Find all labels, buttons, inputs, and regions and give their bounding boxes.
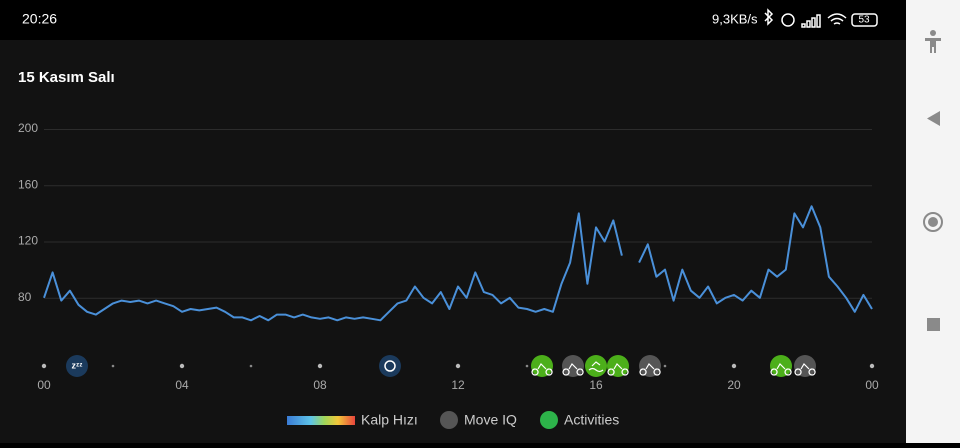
y-tick-label: 80 (18, 290, 32, 304)
legend-swatch (440, 411, 458, 429)
x-tick-label: 16 (589, 378, 603, 392)
plot: 80 120 160 200 00 04 08 12 16 20 00 (18, 121, 879, 392)
alarm-icon (379, 355, 401, 377)
activity-icon (531, 355, 553, 377)
x-tick-label: 12 (451, 378, 465, 392)
sleep-icon (66, 355, 88, 377)
x-tick-dot (731, 363, 737, 369)
x-tick-dot (317, 363, 323, 369)
accessibility-icon[interactable] (925, 38, 941, 53)
clock: 20:26 (22, 11, 57, 27)
status-icons (764, 8, 878, 28)
sleep-symbol: zᶻᶻ (71, 360, 82, 370)
activity-icon (607, 355, 629, 377)
home-dot (928, 217, 938, 227)
net-speed: 9,3KB/s (712, 11, 758, 26)
chart-title: 15 Kasım Salı (18, 69, 115, 86)
move-iq-icon (794, 355, 816, 377)
legend-label: Kalp Hızı (361, 412, 418, 428)
y-tick-label: 200 (18, 121, 38, 135)
x-tick-dot (41, 363, 47, 369)
battery-level: 53 (858, 15, 870, 26)
x-tick-label: 04 (175, 378, 189, 392)
x-tick-dot (869, 363, 875, 369)
activity-icon (585, 355, 607, 377)
recents-button[interactable] (927, 318, 940, 331)
minor-dot (249, 364, 253, 368)
x-tick-label: 20 (727, 378, 741, 392)
x-tick-dot (455, 363, 461, 369)
minor-dot (111, 364, 115, 368)
heart-rate-line (43, 205, 873, 322)
home-button[interactable] (923, 212, 943, 232)
accessibility-button[interactable] (930, 30, 936, 36)
minor-dot (525, 364, 529, 368)
status-bar (0, 0, 906, 40)
legend-swatch (287, 416, 355, 425)
legend-label: Move IQ (464, 412, 517, 428)
move-iq-icon (639, 355, 661, 377)
x-tick-label: 08 (313, 378, 327, 392)
legend-label: Activities (564, 412, 619, 428)
alarm-symbol (384, 360, 396, 372)
event-icons: zᶻᶻ (66, 355, 816, 377)
x-tick-label: 00 (37, 378, 51, 392)
x-tick-label: 00 (865, 378, 879, 392)
activity-icon (770, 355, 792, 377)
back-button[interactable] (927, 111, 940, 126)
x-tick-dot (179, 363, 185, 369)
y-tick-label: 120 (18, 234, 38, 248)
nav-icons[interactable] (923, 30, 943, 331)
y-tick-label: 160 (18, 177, 38, 191)
legend-swatch (540, 411, 558, 429)
minor-dot (663, 364, 667, 368)
move-iq-icon (562, 355, 584, 377)
